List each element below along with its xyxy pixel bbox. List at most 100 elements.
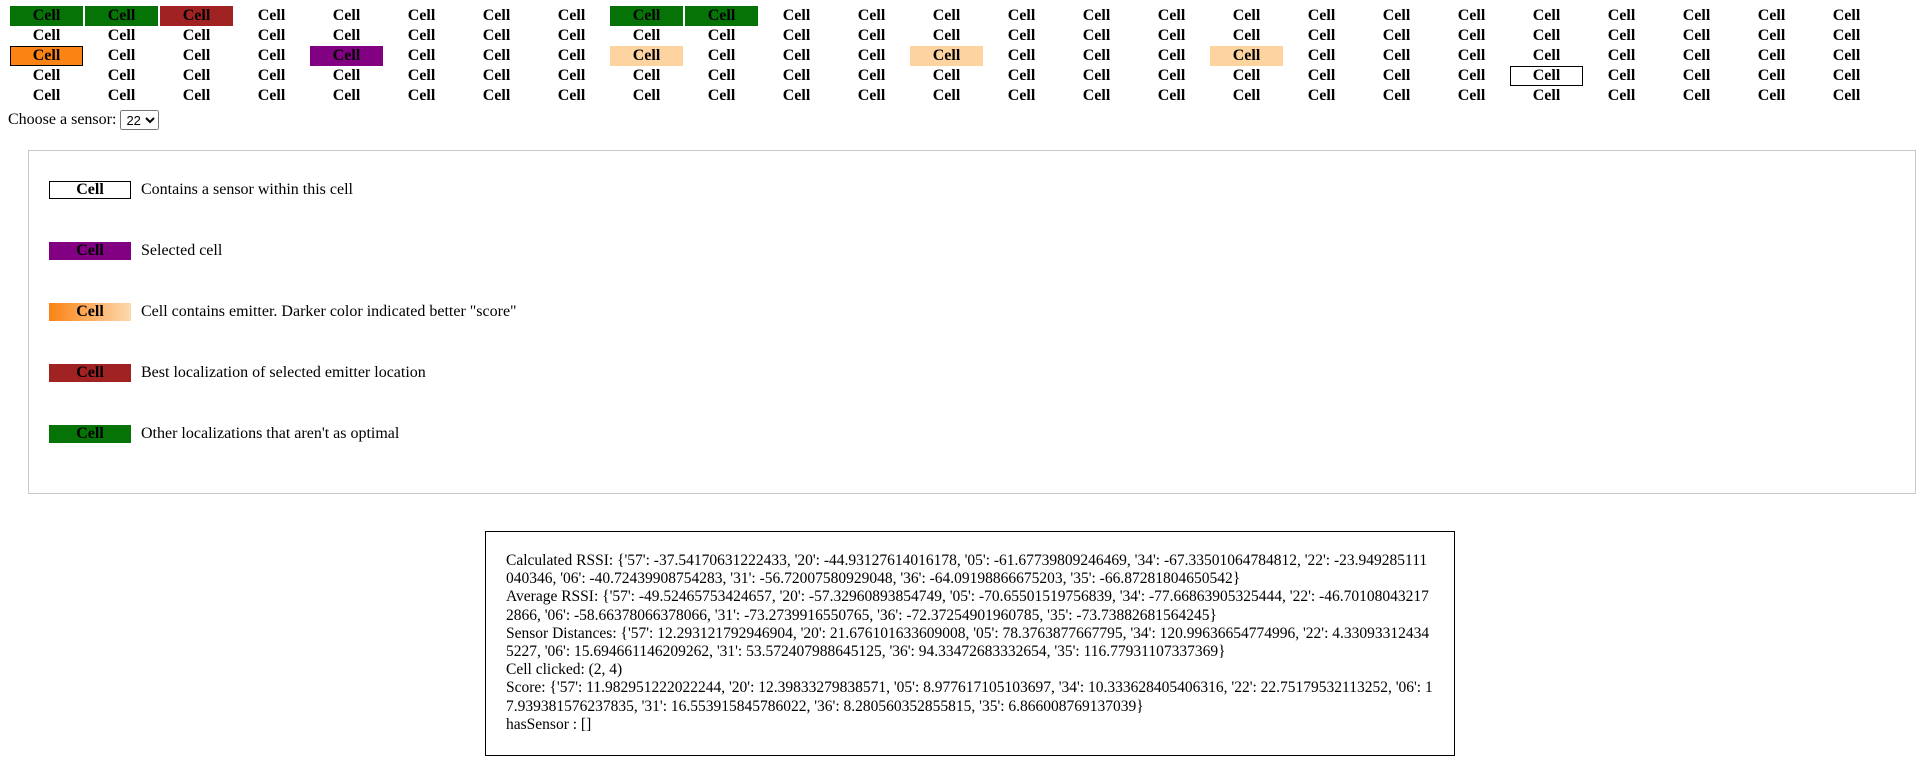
grid-cell[interactable]: Cell <box>1307 47 1336 64</box>
grid-cell[interactable]: Cell <box>1757 67 1786 84</box>
grid-cell[interactable]: Cell <box>1307 7 1336 24</box>
grid-cell[interactable]: Cell <box>1607 47 1636 64</box>
grid-cell[interactable]: Cell <box>1082 27 1111 44</box>
grid-cell[interactable]: Cell <box>1757 47 1786 64</box>
grid-cell[interactable]: Cell <box>782 27 811 44</box>
grid-cell[interactable]: Cell <box>1510 66 1583 86</box>
grid-cell[interactable]: Cell <box>32 27 61 44</box>
grid-cell[interactable]: Cell <box>707 67 736 84</box>
grid-cell[interactable]: Cell <box>1007 87 1036 104</box>
grid-cell[interactable]: Cell <box>182 67 211 84</box>
grid-cell[interactable]: Cell <box>632 87 661 104</box>
grid-cell[interactable]: Cell <box>1082 67 1111 84</box>
grid-cell[interactable]: Cell <box>632 27 661 44</box>
grid-cell[interactable]: Cell <box>1007 27 1036 44</box>
grid-cell[interactable]: Cell <box>1532 7 1561 24</box>
grid-cell[interactable]: Cell <box>257 7 286 24</box>
grid-cell[interactable]: Cell <box>932 87 961 104</box>
grid-cell[interactable]: Cell <box>707 27 736 44</box>
grid-cell[interactable]: Cell <box>257 67 286 84</box>
grid-cell[interactable]: Cell <box>1382 7 1411 24</box>
grid-cell[interactable]: Cell <box>482 7 511 24</box>
grid-cell[interactable]: Cell <box>1457 87 1486 104</box>
grid-cell[interactable]: Cell <box>1007 67 1036 84</box>
grid-cell[interactable]: Cell <box>332 7 361 24</box>
grid-cell[interactable]: Cell <box>557 7 586 24</box>
grid-cell[interactable]: Cell <box>482 27 511 44</box>
grid-cell[interactable]: Cell <box>1832 87 1861 104</box>
grid-cell[interactable]: Cell <box>857 27 886 44</box>
grid-cell[interactable]: Cell <box>782 7 811 24</box>
grid-cell[interactable]: Cell <box>182 27 211 44</box>
grid-cell[interactable]: Cell <box>107 27 136 44</box>
grid-cell[interactable]: Cell <box>85 6 158 26</box>
grid-cell[interactable]: Cell <box>407 87 436 104</box>
grid-cell[interactable]: Cell <box>1007 47 1036 64</box>
grid-cell[interactable]: Cell <box>482 67 511 84</box>
grid-cell[interactable]: Cell <box>857 7 886 24</box>
grid-cell[interactable]: Cell <box>1210 46 1283 66</box>
grid-cell[interactable]: Cell <box>707 47 736 64</box>
grid-cell[interactable]: Cell <box>257 47 286 64</box>
grid-cell[interactable]: Cell <box>782 47 811 64</box>
grid-cell[interactable]: Cell <box>107 87 136 104</box>
grid-cell[interactable]: Cell <box>782 87 811 104</box>
grid-cell[interactable]: Cell <box>610 6 683 26</box>
sensor-select[interactable]: 22 <box>120 110 160 131</box>
grid-cell[interactable]: Cell <box>1157 7 1186 24</box>
grid-cell[interactable]: Cell <box>857 47 886 64</box>
grid-cell[interactable]: Cell <box>910 46 983 66</box>
grid-cell[interactable]: Cell <box>1082 7 1111 24</box>
grid-cell[interactable]: Cell <box>557 47 586 64</box>
grid-cell[interactable]: Cell <box>407 67 436 84</box>
grid-cell[interactable]: Cell <box>1382 67 1411 84</box>
grid-cell[interactable]: Cell <box>1007 7 1036 24</box>
grid-cell[interactable]: Cell <box>1757 87 1786 104</box>
grid-cell[interactable]: Cell <box>1457 47 1486 64</box>
grid-cell[interactable]: Cell <box>1532 27 1561 44</box>
grid-cell[interactable]: Cell <box>1457 7 1486 24</box>
grid-cell[interactable]: Cell <box>1157 87 1186 104</box>
grid-cell[interactable]: Cell <box>1157 27 1186 44</box>
grid-cell[interactable]: Cell <box>1682 67 1711 84</box>
grid-cell[interactable]: Cell <box>1307 87 1336 104</box>
grid-cell[interactable]: Cell <box>610 46 683 66</box>
grid-cell[interactable]: Cell <box>160 6 233 26</box>
grid-cell[interactable]: Cell <box>1607 67 1636 84</box>
grid-cell[interactable]: Cell <box>1532 87 1561 104</box>
grid-cell[interactable]: Cell <box>332 67 361 84</box>
grid-cell[interactable]: Cell <box>332 27 361 44</box>
grid-cell[interactable]: Cell <box>1307 27 1336 44</box>
grid-cell[interactable]: Cell <box>557 87 586 104</box>
grid-cell[interactable]: Cell <box>932 67 961 84</box>
grid-cell[interactable]: Cell <box>32 87 61 104</box>
grid-cell[interactable]: Cell <box>1832 27 1861 44</box>
grid-cell[interactable]: Cell <box>557 27 586 44</box>
grid-cell[interactable]: Cell <box>1607 27 1636 44</box>
grid-cell[interactable]: Cell <box>1682 47 1711 64</box>
grid-cell[interactable]: Cell <box>310 46 383 66</box>
grid-cell[interactable]: Cell <box>1682 27 1711 44</box>
grid-cell[interactable]: Cell <box>857 87 886 104</box>
grid-cell[interactable]: Cell <box>1382 27 1411 44</box>
grid-cell[interactable]: Cell <box>857 67 886 84</box>
grid-cell[interactable]: Cell <box>1532 47 1561 64</box>
grid-cell[interactable]: Cell <box>707 87 736 104</box>
grid-cell[interactable]: Cell <box>557 67 586 84</box>
grid-cell[interactable]: Cell <box>407 7 436 24</box>
grid-cell[interactable]: Cell <box>1232 87 1261 104</box>
grid-cell[interactable]: Cell <box>1757 27 1786 44</box>
grid-cell[interactable]: Cell <box>932 27 961 44</box>
grid-cell[interactable]: Cell <box>482 87 511 104</box>
grid-cell[interactable]: Cell <box>1232 67 1261 84</box>
grid-cell[interactable]: Cell <box>1157 67 1186 84</box>
grid-cell[interactable]: Cell <box>1382 87 1411 104</box>
grid-cell[interactable]: Cell <box>1757 7 1786 24</box>
grid-cell[interactable]: Cell <box>182 47 211 64</box>
grid-cell[interactable]: Cell <box>1682 7 1711 24</box>
grid-cell[interactable]: Cell <box>1832 47 1861 64</box>
grid-cell[interactable]: Cell <box>1832 7 1861 24</box>
grid-cell[interactable]: Cell <box>407 47 436 64</box>
grid-cell[interactable]: Cell <box>32 67 61 84</box>
grid-cell[interactable]: Cell <box>685 6 758 26</box>
